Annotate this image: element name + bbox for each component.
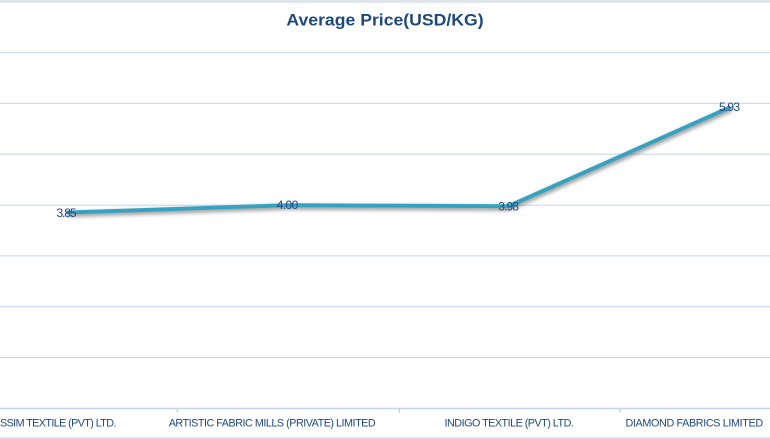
svg-text:INDIGO TEXTILE (PVT) LTD.: INDIGO TEXTILE (PVT) LTD. xyxy=(445,417,574,429)
svg-text:3.98: 3.98 xyxy=(498,200,519,214)
svg-text:SSIM TEXTILE (PVT) LTD.: SSIM TEXTILE (PVT) LTD. xyxy=(0,417,117,429)
svg-text:4.00: 4.00 xyxy=(277,198,299,212)
svg-text:ARTISTIC FABRIC MILLS (PRIVATE: ARTISTIC FABRIC MILLS (PRIVATE) LIMITED xyxy=(169,417,376,429)
svg-text:Average Price(USD/KG): Average Price(USD/KG) xyxy=(286,11,483,30)
svg-text:3.85: 3.85 xyxy=(57,206,77,220)
svg-text:5.93: 5.93 xyxy=(719,100,740,114)
svg-text:DIAMOND FABRICS LIMITED: DIAMOND FABRICS LIMITED xyxy=(625,417,763,429)
